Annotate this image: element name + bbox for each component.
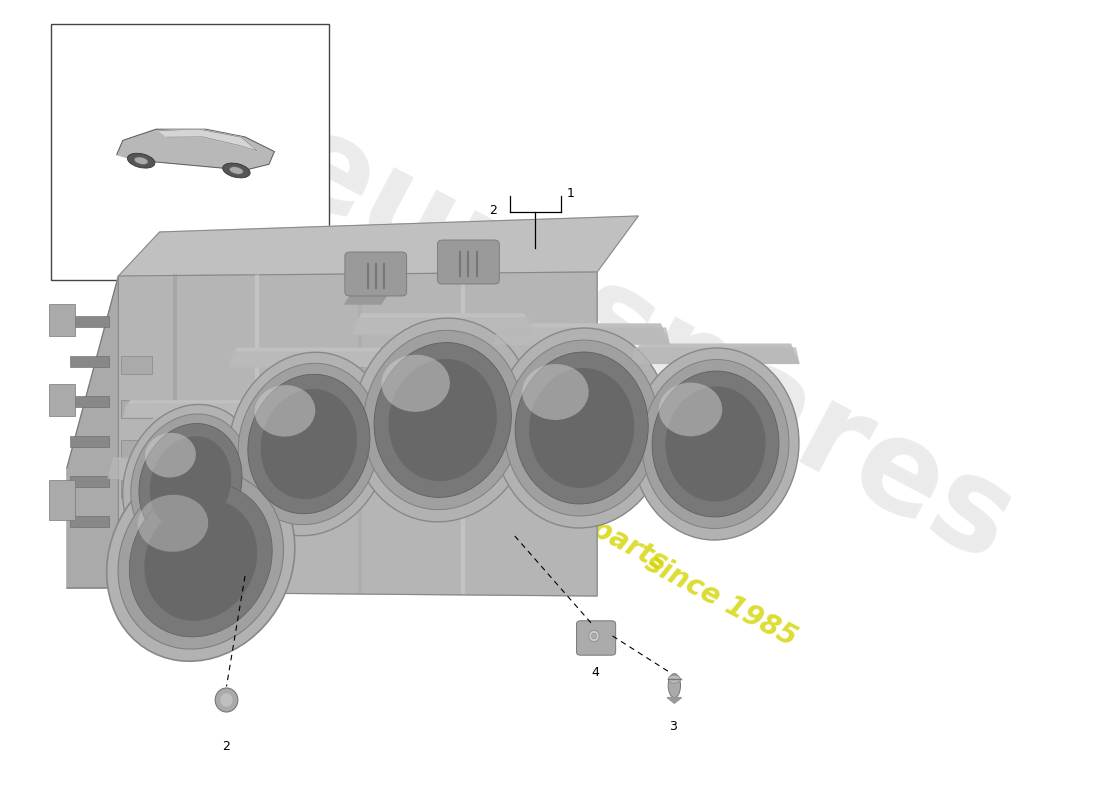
Text: a passion for parts: a passion for parts <box>399 414 672 578</box>
Text: 4: 4 <box>591 666 600 679</box>
Text: 3: 3 <box>670 720 678 733</box>
Ellipse shape <box>388 359 497 481</box>
FancyBboxPatch shape <box>576 621 616 655</box>
Ellipse shape <box>134 157 148 164</box>
Ellipse shape <box>652 371 779 517</box>
Ellipse shape <box>130 483 272 637</box>
Ellipse shape <box>239 363 380 525</box>
Ellipse shape <box>515 352 648 504</box>
FancyBboxPatch shape <box>345 252 407 296</box>
Polygon shape <box>667 698 682 703</box>
Text: eurospares: eurospares <box>263 99 1034 589</box>
Ellipse shape <box>216 688 238 712</box>
Polygon shape <box>119 272 597 596</box>
Ellipse shape <box>131 414 250 554</box>
Polygon shape <box>353 318 532 334</box>
Ellipse shape <box>261 389 358 499</box>
Ellipse shape <box>592 634 596 638</box>
Ellipse shape <box>229 352 389 536</box>
Ellipse shape <box>118 471 284 649</box>
Polygon shape <box>494 324 669 344</box>
Bar <box>121 480 153 498</box>
Text: since 1985: since 1985 <box>640 548 801 652</box>
Polygon shape <box>353 314 532 334</box>
Polygon shape <box>494 328 669 344</box>
Bar <box>50 480 75 520</box>
Polygon shape <box>108 458 294 478</box>
Polygon shape <box>229 352 388 366</box>
Ellipse shape <box>494 328 669 528</box>
Ellipse shape <box>632 348 799 540</box>
Ellipse shape <box>145 433 196 478</box>
Polygon shape <box>355 364 396 412</box>
Bar <box>121 356 153 374</box>
Polygon shape <box>229 348 388 366</box>
Polygon shape <box>67 276 119 588</box>
Bar <box>70 356 109 367</box>
Polygon shape <box>123 404 257 417</box>
Text: 2: 2 <box>490 204 497 217</box>
Bar <box>121 400 153 418</box>
Bar <box>70 436 109 447</box>
Ellipse shape <box>382 354 450 412</box>
Ellipse shape <box>248 374 370 514</box>
Ellipse shape <box>529 368 635 488</box>
Polygon shape <box>632 348 799 363</box>
Bar <box>121 440 153 458</box>
Ellipse shape <box>588 630 600 642</box>
Polygon shape <box>117 130 274 170</box>
Ellipse shape <box>230 166 243 174</box>
Ellipse shape <box>374 342 512 498</box>
Bar <box>50 384 75 416</box>
Ellipse shape <box>144 499 257 621</box>
Ellipse shape <box>107 458 295 662</box>
Ellipse shape <box>222 163 250 178</box>
Ellipse shape <box>666 386 766 502</box>
Bar <box>70 316 109 327</box>
Ellipse shape <box>363 330 522 510</box>
Ellipse shape <box>254 385 316 437</box>
Text: 2: 2 <box>222 740 230 753</box>
Ellipse shape <box>642 359 789 529</box>
Polygon shape <box>123 401 257 417</box>
Ellipse shape <box>220 693 233 707</box>
Polygon shape <box>632 344 799 363</box>
Bar <box>70 516 109 527</box>
Bar <box>52 24 330 280</box>
Bar <box>50 304 75 336</box>
Ellipse shape <box>128 154 155 168</box>
Ellipse shape <box>138 494 208 552</box>
Ellipse shape <box>123 405 258 563</box>
Ellipse shape <box>505 340 659 516</box>
Polygon shape <box>160 129 257 150</box>
FancyBboxPatch shape <box>438 240 499 284</box>
Polygon shape <box>345 264 407 304</box>
Ellipse shape <box>522 364 588 420</box>
Ellipse shape <box>659 382 723 436</box>
Ellipse shape <box>668 674 681 698</box>
Text: 1: 1 <box>566 187 574 200</box>
Polygon shape <box>119 216 638 276</box>
Ellipse shape <box>139 423 242 545</box>
Ellipse shape <box>668 675 681 683</box>
Ellipse shape <box>352 318 534 522</box>
Bar <box>70 476 109 487</box>
Bar <box>70 396 109 407</box>
Ellipse shape <box>150 436 231 532</box>
